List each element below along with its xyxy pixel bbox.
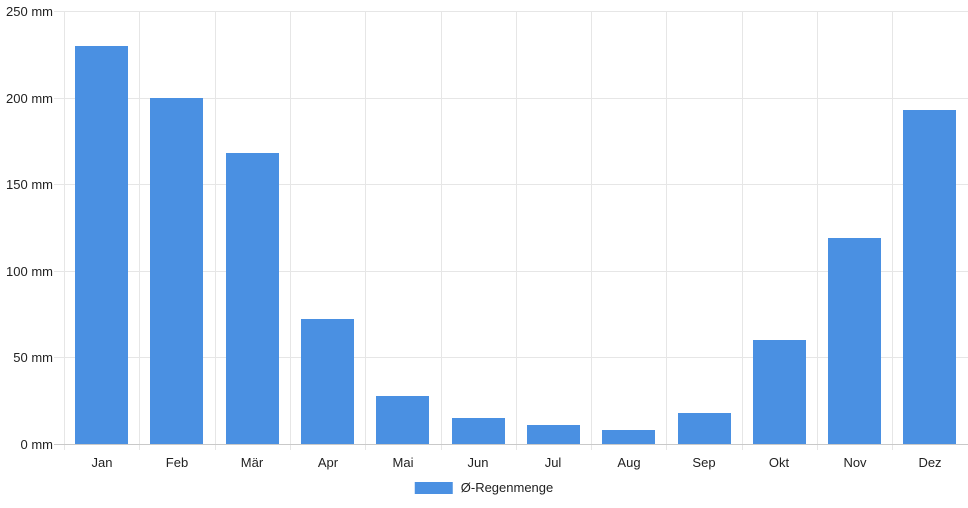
y-axis-tick-label: 0 mm [20,437,54,452]
horizontal-gridline [54,98,968,99]
vertical-gridline [290,11,291,450]
vertical-gridline [516,11,517,450]
legend-label: Ø-Regenmenge [460,480,554,495]
y-axis-tick-label: 50 mm [13,350,53,365]
x-axis-label-nov: Nov [843,455,867,470]
x-axis-label-aug: Aug [617,455,641,470]
vertical-gridline [892,11,893,450]
vertical-gridline [139,11,140,450]
bar-apr[interactable] [301,319,354,444]
horizontal-gridline [54,357,968,358]
vertical-gridline [817,11,818,450]
bar-sep[interactable] [678,413,731,444]
bar-aug[interactable] [602,430,655,444]
x-axis-label-maer: Mär [240,455,264,470]
bar-nov[interactable] [828,238,881,444]
x-axis-label-dez: Dez [918,455,942,470]
x-axis-label-sep: Sep [692,455,716,470]
vertical-gridline [441,11,442,450]
y-axis-tick-label: 200 mm [6,91,53,106]
legend-swatch-icon [414,482,453,494]
vertical-gridline [742,11,743,450]
vertical-gridline [666,11,667,450]
bar-jun[interactable] [452,418,505,444]
bar-jul[interactable] [527,425,580,444]
horizontal-gridline [54,11,968,12]
y-axis-tick-label: 150 mm [6,177,53,192]
bar-jan[interactable] [75,46,128,444]
bar-mai[interactable] [376,396,429,444]
vertical-gridline [215,11,216,450]
horizontal-gridline [54,184,968,185]
legend-item[interactable]: Ø-Regenmenge [414,480,554,495]
y-axis-tick-label: 250 mm [6,4,53,19]
vertical-gridline [591,11,592,450]
x-axis-line [54,444,968,445]
bar-dez[interactable] [903,110,956,444]
x-axis-label-jun: Jun [467,455,489,470]
x-axis-label-okt: Okt [768,455,790,470]
x-axis-label-feb: Feb [165,455,189,470]
bar-feb[interactable] [150,98,203,444]
x-axis-label-mai: Mai [392,455,414,470]
bar-maer[interactable] [226,153,279,444]
vertical-gridline [365,11,366,450]
x-axis-label-jul: Jul [544,455,562,470]
x-axis-label-jan: Jan [91,455,113,470]
vertical-gridline [64,11,65,450]
x-axis-label-apr: Apr [317,455,339,470]
horizontal-gridline [54,271,968,272]
bar-okt[interactable] [753,340,806,444]
y-axis-tick-label: 100 mm [6,264,53,279]
